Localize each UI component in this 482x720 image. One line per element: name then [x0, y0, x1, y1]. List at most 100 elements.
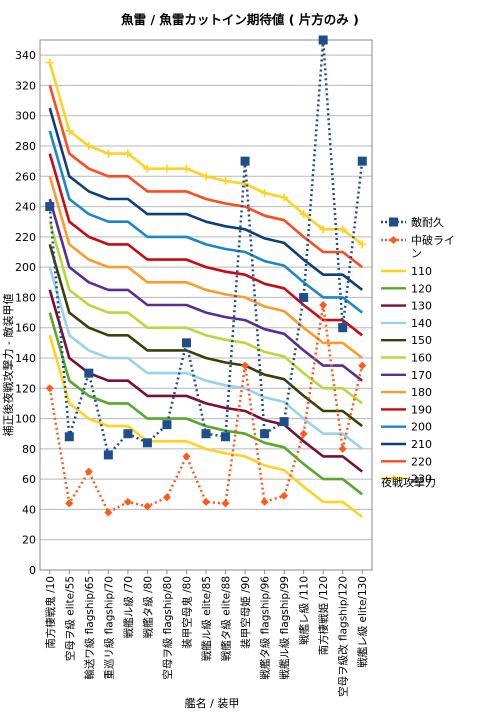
x-tick-label: 戦艦ル級 /70	[122, 576, 135, 638]
y-tick-label: 100	[15, 413, 36, 426]
y-tick-label: 340	[15, 49, 36, 62]
data-point	[299, 429, 308, 438]
series-line	[48, 266, 363, 450]
data-point	[182, 164, 191, 173]
data-point	[202, 172, 210, 181]
legend-label: 120	[411, 282, 432, 295]
x-tick-label: 装甲空母姫 /90	[239, 576, 252, 649]
legend-label: 190	[411, 403, 432, 416]
legend-label: 130	[411, 300, 432, 313]
legend-label: 110	[411, 265, 432, 278]
x-axis-ticks: 南方棲戦鬼 /10 空母ヲ級 elite/55 輸送ワ級 flagship/65 重巡…	[44, 570, 369, 697]
series-line	[48, 334, 363, 519]
y-tick-label: 280	[15, 140, 36, 153]
series-中破ライン	[45, 301, 367, 517]
data-point	[241, 179, 250, 188]
data-point	[260, 188, 269, 197]
x-tick-label: 輸送ワ級 flagship/65	[83, 576, 96, 680]
legend-label: 220	[411, 455, 432, 468]
data-point	[104, 149, 113, 158]
data-point	[357, 156, 367, 166]
data-point	[162, 420, 172, 430]
y-tick-label: 20	[22, 534, 36, 547]
legend-label: 200	[411, 421, 432, 434]
legend-item: 120	[381, 282, 432, 295]
x-tick-label: 装甲空母鬼 /80	[180, 576, 193, 649]
x-tick-label: 空母ヲ級改 flagship/120	[337, 576, 350, 697]
data-point	[318, 35, 328, 45]
series-210	[48, 107, 363, 291]
data-point	[338, 323, 348, 333]
data-point	[123, 149, 132, 158]
data-point	[279, 417, 289, 427]
data-point	[201, 429, 211, 439]
series-200	[48, 130, 363, 314]
x-tick-label: 空母ヲ級 elite/55	[63, 576, 76, 661]
data-point	[181, 338, 191, 348]
y-tick-label: 140	[15, 352, 36, 365]
series-110	[48, 334, 363, 519]
legend-label: ン	[411, 247, 422, 260]
x-tick-label: 空母ヲ級 flagship/80	[161, 576, 174, 680]
data-point	[260, 497, 269, 506]
data-point	[260, 429, 270, 439]
legend-item: 140	[381, 317, 432, 330]
series-line	[48, 107, 363, 291]
y-axis-ticks: 0 20 40 60 80 100 120 140 160 180 200 220 240 260 280 3…	[15, 49, 36, 577]
legend-item: 敵耐久	[381, 216, 444, 229]
y-tick-label: 180	[15, 291, 36, 304]
series-130	[48, 289, 363, 473]
data-point	[358, 361, 367, 370]
legend-item: 130	[381, 300, 432, 313]
data-point	[299, 210, 308, 219]
data-point	[319, 301, 328, 309]
y-tick-label: 0	[29, 564, 36, 577]
x-tick-label: 戦艦タ級 elite/88	[220, 576, 233, 661]
data-point	[338, 225, 347, 234]
x-tick-label: 重巡リ級 flagship/70	[102, 576, 115, 680]
legend-label: 140	[411, 317, 432, 330]
data-point	[162, 164, 171, 173]
legend-label: 敵耐久	[411, 216, 444, 229]
y-tick-label: 260	[15, 170, 36, 183]
data-point	[358, 240, 367, 249]
data-point	[162, 493, 171, 502]
series-line	[48, 153, 363, 337]
series-line	[48, 198, 363, 382]
legend-item: 210	[381, 438, 432, 451]
legend-item: 160	[381, 352, 432, 365]
series-line	[48, 175, 363, 360]
data-point	[280, 491, 289, 500]
data-point	[221, 499, 230, 508]
y-tick-label: 80	[22, 443, 36, 456]
series-line	[48, 85, 363, 269]
data-point	[299, 292, 309, 302]
data-point	[123, 497, 132, 506]
data-point	[240, 156, 250, 166]
legend-marker	[389, 217, 398, 227]
x-tick-label: 南方棲戦姫 /120	[317, 576, 330, 655]
legend-label: 150	[411, 334, 432, 347]
data-point	[45, 202, 55, 212]
series-160	[48, 221, 363, 405]
y-tick-label: 60	[22, 473, 36, 486]
x-tick-label: 戦艦レ級 /110	[298, 576, 311, 645]
series-140	[48, 266, 363, 450]
data-point	[64, 432, 74, 442]
x-tick-label: 戦艦レ級 elite/130	[356, 576, 369, 668]
y-tick-label: 320	[15, 79, 36, 92]
series-190	[48, 153, 363, 337]
data-point	[84, 368, 94, 378]
series-150	[48, 244, 363, 428]
series-敵耐久	[45, 35, 367, 460]
legend-item: 200	[381, 421, 432, 434]
data-point	[104, 508, 113, 517]
data-point	[241, 361, 250, 370]
data-point	[182, 452, 191, 461]
data-point	[338, 444, 347, 453]
series-120	[48, 312, 363, 496]
data-point	[319, 225, 328, 234]
data-point	[142, 438, 152, 448]
